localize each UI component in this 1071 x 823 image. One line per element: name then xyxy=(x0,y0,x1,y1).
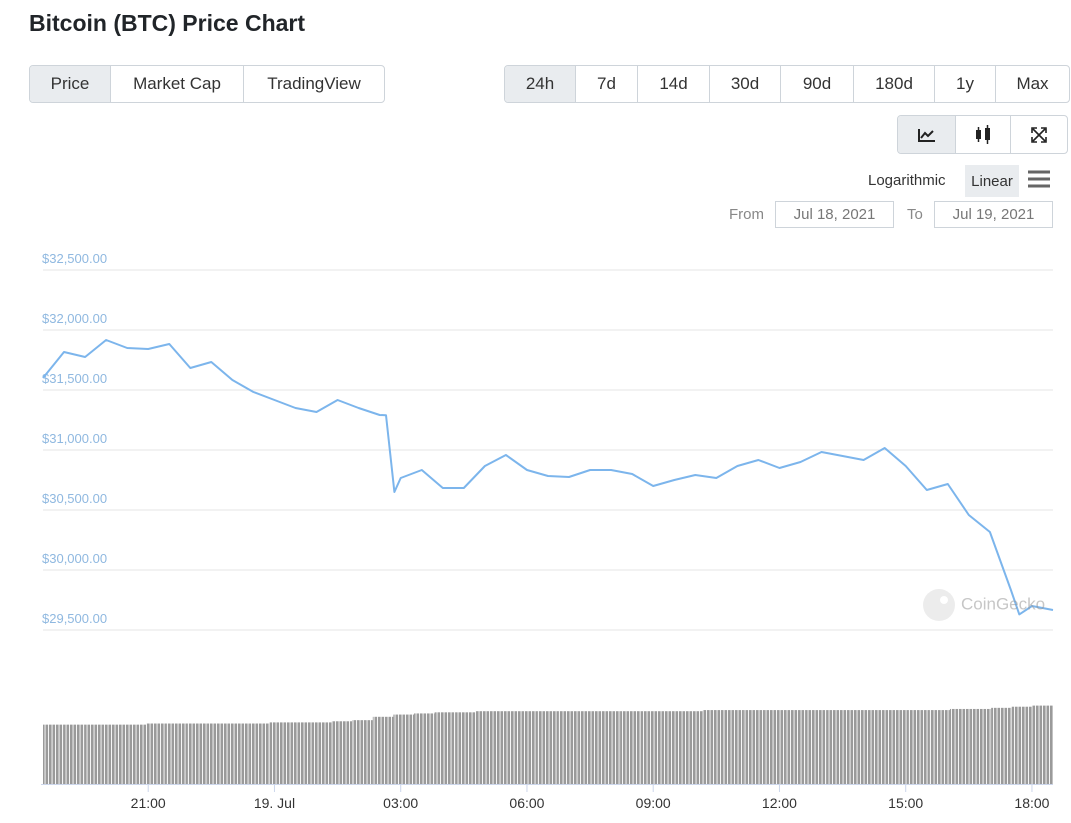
volume-bar xyxy=(207,723,229,784)
range-button[interactable]: 90d xyxy=(781,66,854,102)
expand-icon xyxy=(1031,126,1047,143)
range-button[interactable]: 180d xyxy=(854,66,935,102)
volume-bar xyxy=(846,710,868,784)
volume-bar xyxy=(434,712,456,784)
volume-bar xyxy=(661,711,682,784)
price-line xyxy=(42,339,1054,616)
range-button[interactable]: 7d xyxy=(576,66,638,102)
volume-bar xyxy=(785,710,806,784)
x-tick-label: 18:00 xyxy=(1014,795,1049,811)
fullscreen-button[interactable] xyxy=(1011,116,1067,153)
volume-bar xyxy=(269,722,291,784)
range-group: 24h 7d 14d 30d 90d 180d 1y Max xyxy=(504,65,1070,103)
volume-bar xyxy=(166,723,188,784)
range-button[interactable]: Max xyxy=(1016,74,1049,93)
volume-bar xyxy=(681,711,703,784)
volume-bar xyxy=(908,710,930,784)
volume-bar xyxy=(764,710,786,784)
tab-group: Price Market Cap TradingView xyxy=(29,65,385,103)
volume-bar xyxy=(743,710,765,784)
y-tick-label: $32,000.00 xyxy=(42,311,107,326)
y-tick-label: $31,500.00 xyxy=(42,371,107,386)
volume-bar xyxy=(475,711,497,784)
volume-bar xyxy=(599,711,621,784)
x-tick-label: 06:00 xyxy=(509,795,544,811)
y-tick-label: $32,500.00 xyxy=(42,251,107,266)
volume-bar xyxy=(702,710,724,784)
volume-bar xyxy=(146,723,167,784)
range-button[interactable]: 24h xyxy=(505,66,576,102)
volume-bar xyxy=(867,710,889,784)
volume-bar xyxy=(949,708,971,784)
volume-bar xyxy=(43,724,64,784)
range-button[interactable]: 14d xyxy=(638,66,710,102)
volume-bar xyxy=(929,710,950,784)
candle-icon xyxy=(976,124,990,144)
watermark: CoinGecko xyxy=(923,589,1045,621)
line-view-button[interactable] xyxy=(898,116,956,153)
log-option[interactable]: Logarithmic xyxy=(868,172,946,189)
volume-bar xyxy=(1032,705,1053,784)
volume-bar xyxy=(414,713,435,784)
volume-bar xyxy=(84,724,105,784)
volume-bar xyxy=(1011,706,1033,784)
volume-bar xyxy=(352,720,373,784)
tab[interactable]: Market Cap xyxy=(111,66,244,102)
line-icon xyxy=(917,128,935,142)
volume-bar xyxy=(723,710,744,784)
tab[interactable]: Price xyxy=(30,66,111,102)
candle-view-button[interactable] xyxy=(956,116,1011,153)
y-tick-label: $29,500.00 xyxy=(42,611,107,626)
volume-bar xyxy=(496,711,518,784)
volume-bar xyxy=(290,722,311,784)
x-tick-label: 09:00 xyxy=(636,795,671,811)
volume-bar xyxy=(537,711,559,784)
volume-bar xyxy=(187,723,208,784)
volume-bar xyxy=(970,708,992,784)
volume-bar xyxy=(310,722,332,784)
volume-bar xyxy=(249,723,270,784)
from-label: From xyxy=(729,206,764,223)
linear-option[interactable]: Linear xyxy=(965,165,1019,197)
volume-bar xyxy=(517,711,538,784)
volume-bar xyxy=(558,711,579,784)
menu-icon[interactable] xyxy=(1028,170,1050,188)
y-tick-label: $30,500.00 xyxy=(42,491,107,506)
volume-bar xyxy=(805,710,827,784)
x-tick-label: 19. Jul xyxy=(254,795,295,811)
volume-bar xyxy=(372,716,394,784)
volume-bar xyxy=(991,707,1012,784)
volume-bar xyxy=(125,724,147,784)
x-tick-label: 15:00 xyxy=(888,795,923,811)
volume-bar xyxy=(393,714,415,784)
view-group xyxy=(897,115,1068,154)
to-input[interactable]: Jul 19, 2021 xyxy=(934,201,1053,228)
volume-bar xyxy=(228,723,250,784)
y-tick-label: $30,000.00 xyxy=(42,551,107,566)
volume-bar xyxy=(455,712,476,784)
range-button[interactable]: 30d xyxy=(710,66,781,102)
volume-bar xyxy=(331,721,353,784)
x-tick-label: 21:00 xyxy=(131,795,166,811)
x-tick-label: 03:00 xyxy=(383,795,418,811)
volume-bar xyxy=(888,710,909,784)
x-tick-label: 12:00 xyxy=(762,795,797,811)
volume-bar xyxy=(620,711,641,784)
volume-bar xyxy=(578,711,600,784)
from-input[interactable]: Jul 18, 2021 xyxy=(775,201,894,228)
volume-bar xyxy=(63,724,85,784)
volume-bar xyxy=(104,724,126,784)
watermark-text: CoinGecko xyxy=(961,594,1045,613)
page-title: Bitcoin (BTC) Price Chart xyxy=(29,10,306,36)
to-label: To xyxy=(907,206,923,223)
watermark-logo xyxy=(923,589,955,621)
watermark-logo-eye xyxy=(940,596,948,604)
range-button[interactable]: 1y xyxy=(935,66,996,102)
volume-bar xyxy=(826,710,847,784)
volume-bar xyxy=(640,711,662,784)
tab[interactable]: TradingView xyxy=(267,74,361,93)
y-tick-label: $31,000.00 xyxy=(42,431,107,446)
